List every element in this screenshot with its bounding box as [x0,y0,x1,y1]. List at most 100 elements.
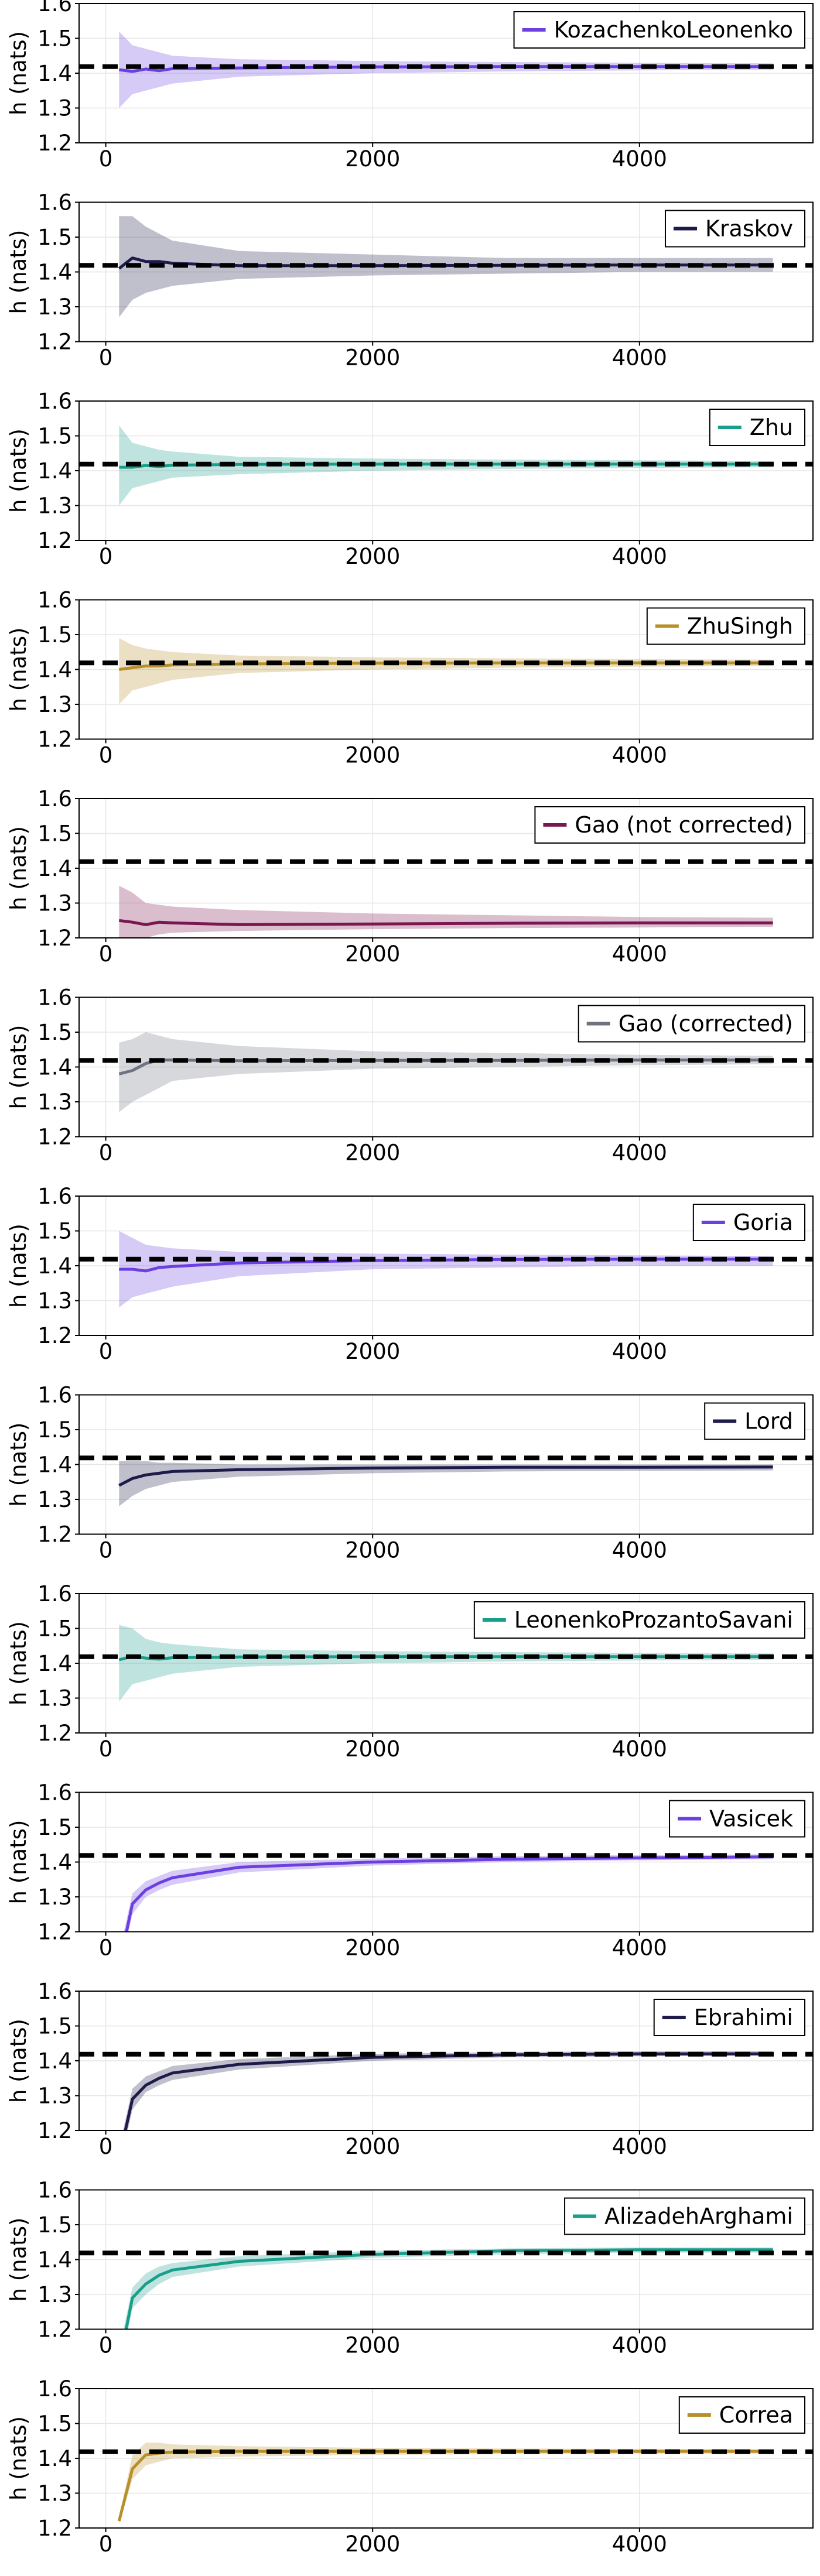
plot-area [79,2443,813,2525]
y-tick-label: 1.4 [37,856,72,881]
x-tick-label: 2000 [345,2134,400,2159]
y-tick-label: 1.4 [37,657,72,683]
y-tick-label: 1.2 [37,1721,72,1746]
y-tick-label: 1.5 [37,1219,72,1244]
legend-box [534,806,805,844]
x-tick-label: 0 [99,345,113,371]
confidence-band [119,1461,773,1506]
y-axis-label: h (nats) [6,1025,31,1109]
y-tick-label: 1.6 [37,786,72,811]
x-tick-label: 0 [99,1736,113,1762]
y-tick-label: 1.5 [37,1417,72,1443]
y-axis-label: h (nats) [6,31,31,115]
x-tick-label: 0 [99,1936,113,1961]
y-tick-label: 1.6 [37,389,72,414]
y-tick-label: 1.3 [37,1487,72,1512]
x-tick-label: 4000 [612,1140,667,1166]
y-tick-label: 1.4 [37,260,72,285]
legend: Vasicek [669,1800,805,1838]
y-tick-label: 1.5 [37,2411,72,2437]
y-tick-label: 1.6 [37,0,72,16]
legend-label: LeonenkoProzantoSavani [514,1607,793,1633]
y-tick-label: 1.3 [37,1090,72,1115]
x-tick-label: 2000 [345,941,400,967]
x-tick-label: 4000 [612,1736,667,1762]
x-tick-label: 2000 [345,146,400,172]
x-tick-label: 0 [99,1538,113,1563]
x-tick-label: 2000 [345,1538,400,1563]
y-tick-label: 1.4 [37,1453,72,1478]
legend: AlizadehArghami [564,2197,805,2235]
y-tick-label: 1.3 [37,2481,72,2506]
y-tick-label: 1.5 [37,821,72,847]
y-tick-label: 1.4 [37,1651,72,1676]
y-tick-label: 1.6 [37,1979,72,2004]
y-tick-label: 1.6 [37,1383,72,1408]
y-tick-label: 1.2 [37,2516,72,2541]
x-tick-label: 4000 [612,1936,667,1961]
legend: Ebrahimi [653,1999,805,2036]
panel-1: 0 2000 4000 1.2 1.3 1.4 1.5 1.6h (nats) Kraskov [6,190,814,371]
y-tick-label: 1.5 [37,622,72,648]
legend: Zhu [709,409,805,446]
legend-label: Vasicek [709,1806,793,1832]
panel-5: 0 2000 4000 1.2 1.3 1.4 1.5 1.6h (nats) Gao (cor… [6,985,814,1166]
y-axis-label: h (nats) [6,429,31,513]
plot-area [79,2051,813,2130]
series-line [125,1855,773,1932]
plot-area [79,425,813,506]
y-tick-label: 1.6 [37,588,72,613]
y-tick-label: 1.4 [37,1253,72,1279]
panel-8: 0 2000 4000 1.2 1.3 1.4 1.5 1.6h (nats) Leonenko… [6,1581,814,1762]
y-tick-label: 1.2 [37,1323,72,1348]
plot-area [79,1853,813,1932]
x-tick-label: 4000 [612,2134,667,2159]
legend-box [513,11,805,49]
legend-box [578,1005,805,1043]
x-tick-label: 4000 [612,1339,667,1364]
y-axis-label: h (nats) [6,2416,31,2500]
legend-label: KozachenkoLeonenko [554,17,793,43]
x-tick-label: 0 [99,1140,113,1166]
legend: ZhuSingh [646,607,805,645]
x-tick-label: 2000 [345,1339,400,1364]
y-tick-label: 1.6 [37,985,72,1010]
confidence-band [119,1625,773,1702]
x-tick-label: 2000 [345,345,400,371]
y-axis-label: h (nats) [6,2218,31,2302]
y-tick-label: 1.3 [37,891,72,916]
y-tick-label: 1.3 [37,692,72,717]
y-axis-label: h (nats) [6,826,31,910]
y-tick-label: 1.3 [37,2282,72,2307]
y-tick-label: 1.6 [37,190,72,215]
series-line [118,919,773,926]
panel-11: 0 2000 4000 1.2 1.3 1.4 1.5 1.6h (nats) Alizadeh… [6,2178,814,2358]
y-tick-label: 1.2 [37,1125,72,1150]
y-tick-label: 1.2 [37,1920,72,1945]
x-tick-label: 4000 [612,2333,667,2358]
panel-7: 0 2000 4000 1.2 1.3 1.4 1.5 1.6h (nats) Lord [6,1383,814,1563]
panel-6: 0 2000 4000 1.2 1.3 1.4 1.5 1.6h (nats) Goria [6,1184,814,1364]
y-tick-label: 1.6 [37,1780,72,1806]
confidence-band [119,638,773,704]
y-tick-label: 1.2 [37,727,72,752]
x-tick-label: 2000 [345,544,400,569]
series-line [124,2248,773,2330]
panel-12: 0 2000 4000 1.2 1.3 1.4 1.5 1.6h (nats) Correa [6,2376,814,2557]
y-tick-label: 1.6 [37,1184,72,1209]
y-tick-label: 1.2 [37,131,72,156]
x-tick-label: 4000 [612,941,667,967]
panel-0: 0 2000 4000 1.2 1.3 1.4 1.5 1.6 h (nats) Kozachen… [6,0,814,172]
y-axis-label: h (nats) [6,1423,31,1507]
y-tick-label: 1.3 [37,1686,72,1711]
y-tick-label: 1.3 [37,1885,72,1910]
x-tick-label: 2000 [345,1936,400,1961]
y-tick-label: 1.4 [37,458,72,484]
x-tick-label: 0 [99,2333,113,2358]
y-tick-label: 1.5 [37,225,72,250]
legend: Gao (not corrected) [534,806,805,844]
x-tick-label: 4000 [612,146,667,172]
y-axis-label: h (nats) [6,230,31,314]
y-tick-label: 1.4 [37,2248,72,2273]
